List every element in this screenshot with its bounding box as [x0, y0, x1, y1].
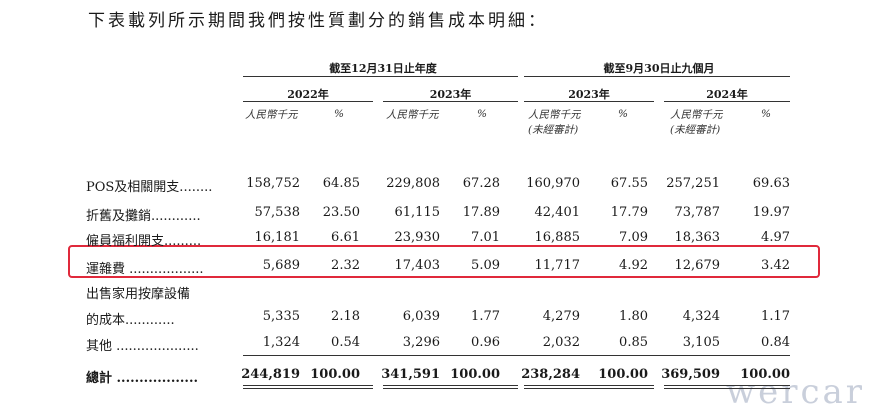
unit-header-2: 人民幣千元 — [386, 109, 439, 121]
pct-header-4: % — [761, 108, 771, 120]
table-cell: 244,819 — [241, 367, 300, 382]
year-header-2022: 2022年 — [287, 88, 329, 101]
table-cell: 67.28 — [462, 176, 500, 191]
table-cell: 5.09 — [471, 258, 500, 273]
table-cell: 6,039 — [402, 309, 440, 324]
table-cell: 16,181 — [254, 230, 301, 245]
table-cell: 11,717 — [534, 258, 581, 273]
table-cell: 19.97 — [752, 205, 790, 220]
table-cell: 7.01 — [471, 230, 500, 245]
group-header-fy: 截至12月31日止年度 — [329, 62, 437, 75]
table-cell: 2.32 — [331, 258, 360, 273]
table-cell: 4.97 — [761, 230, 790, 245]
watermark: wercar — [726, 372, 866, 412]
table-cell: 17.79 — [610, 205, 648, 220]
table-cell: 100.00 — [598, 367, 648, 382]
table-cell: 64.85 — [322, 176, 360, 191]
total-double-rule — [524, 385, 654, 389]
table-cell: 3,296 — [402, 335, 440, 350]
table-cell: 100.00 — [450, 367, 500, 382]
row-label: 的成本............ — [86, 313, 175, 328]
table-cell: 6.61 — [331, 230, 360, 245]
table-cell: 0.54 — [331, 335, 360, 350]
group-header-9m: 截至9月30日止九個月 — [603, 62, 715, 75]
group-rule-fy — [243, 76, 518, 77]
table-cell: 160,970 — [526, 176, 580, 191]
year-rule-2024-9m — [664, 101, 790, 102]
table-cell: 100.00 — [740, 367, 790, 382]
table-cell: 16,885 — [534, 230, 581, 245]
table-cell: 158,752 — [246, 176, 300, 191]
table-cell: 18,363 — [674, 230, 721, 245]
table-cell: 2.18 — [331, 309, 360, 324]
table-cell: 17.89 — [462, 205, 500, 220]
year-rule-2023-fy — [383, 101, 518, 102]
row-label: 僱員福利開支......... — [86, 234, 202, 249]
table-cell: 67.55 — [610, 176, 648, 191]
unit-header-3: 人民幣千元 (未經審計) — [528, 109, 581, 136]
table-cell: 229,808 — [386, 176, 440, 191]
year-rule-2022 — [243, 101, 373, 102]
table-cell: 3.42 — [761, 258, 790, 273]
table-cell: 4,324 — [682, 309, 720, 324]
total-double-rule — [664, 385, 790, 389]
intro-text: 下表載列所示期間我們按性質劃分的銷售成本明細： — [88, 11, 548, 31]
highlight-box — [68, 245, 820, 278]
table-cell: 3,105 — [682, 335, 720, 350]
table-cell: 1,324 — [262, 335, 300, 350]
year-header-2024-9m: 2024年 — [706, 88, 748, 101]
row-label: 運雜費 .................. — [86, 262, 204, 277]
table-cell: 341,591 — [381, 367, 440, 382]
row-label: 其他 .................... — [86, 339, 199, 354]
table-cell: 0.84 — [761, 335, 790, 350]
table-cell: 23,930 — [394, 230, 441, 245]
pct-header-3: % — [618, 108, 628, 120]
pct-header-2: % — [477, 108, 487, 120]
table-cell: 369,509 — [661, 367, 720, 382]
table-cell: 5,689 — [262, 258, 300, 273]
total-top-rule — [243, 355, 790, 356]
unit-header-4: 人民幣千元 (未經審計) — [670, 109, 723, 136]
pct-header-1: % — [334, 108, 344, 120]
row-label: POS及相關開支........ — [86, 180, 213, 195]
table-cell: 69.63 — [752, 176, 790, 191]
table-cell: 42,401 — [534, 205, 581, 220]
table-cell: 23.50 — [322, 205, 360, 220]
row-label: 折舊及攤銷............ — [86, 209, 201, 224]
row-label: 出售家用按摩設備 — [86, 287, 191, 302]
table-cell: 0.85 — [619, 335, 648, 350]
table-cell: 1.80 — [619, 309, 648, 324]
year-header-2023-fy: 2023年 — [429, 88, 472, 101]
table-cell: 5,335 — [262, 309, 300, 324]
table-cell: 2,032 — [542, 335, 580, 350]
table-cell: 4,279 — [542, 309, 580, 324]
table-cell: 100.00 — [310, 367, 360, 382]
table-cell: 73,787 — [674, 205, 721, 220]
table-cell: 0.96 — [471, 335, 500, 350]
group-rule-9m — [524, 76, 790, 77]
total-double-rule — [383, 385, 518, 389]
year-rule-2023-9m — [524, 101, 654, 102]
row-label: 總計 .................. — [86, 371, 198, 386]
table-cell: 257,251 — [666, 176, 720, 191]
table-cell: 238,284 — [521, 367, 580, 382]
year-header-2023-9m: 2023年 — [568, 88, 610, 101]
table-cell: 17,403 — [394, 258, 441, 273]
table-cell: 12,679 — [674, 258, 721, 273]
table-cell: 7.09 — [619, 230, 648, 245]
table-cell: 1.17 — [761, 309, 790, 324]
table-cell: 57,538 — [254, 205, 301, 220]
table-cell: 1.77 — [471, 309, 500, 324]
table-cell: 4.92 — [619, 258, 648, 273]
table-cell: 61,115 — [394, 205, 441, 220]
unit-header-1: 人民幣千元 — [245, 109, 298, 121]
total-double-rule — [243, 385, 373, 389]
